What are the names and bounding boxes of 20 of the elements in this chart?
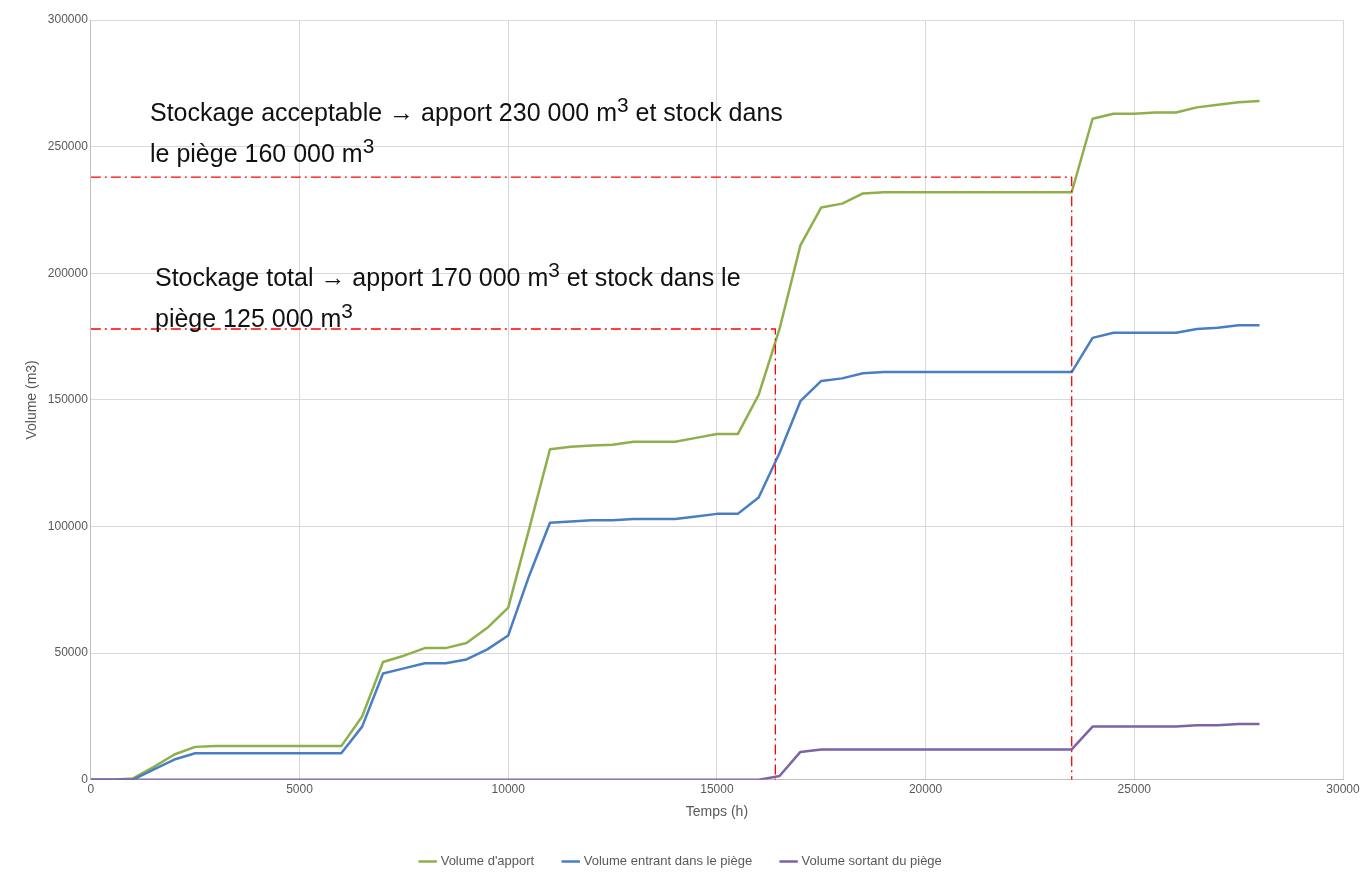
y-tick-label: 250000: [47, 138, 89, 153]
x-tick-label: 15000: [700, 782, 734, 797]
y-axis-title: Volume (m3): [23, 360, 40, 440]
y-tick-label: 300000: [47, 12, 89, 27]
x-tick-label: 5000: [286, 782, 314, 797]
text: Stockage acceptable → apport 230 000 m$^{3}$ et stock dans le piège 160 000 m$^{3}$: [150, 93, 783, 168]
y-tick-label: 150000: [47, 392, 89, 407]
x-tick-label: 30000: [1326, 782, 1361, 797]
x-tick-label: 25000: [1117, 782, 1152, 797]
legend-label: Volume entrant dans le piège: [583, 853, 753, 869]
legend-label: Volume sortant du piège: [801, 853, 942, 869]
y-tick-label: 100000: [47, 518, 89, 533]
legend-label: Volume d'apport: [440, 853, 535, 869]
y-tick-label: 200000: [47, 265, 89, 280]
y-tick-label: 50000: [54, 645, 89, 660]
x-axis-title: Temps (h): [685, 803, 749, 820]
x-tick-label: 10000: [491, 782, 526, 797]
y-tick-label: 0: [81, 772, 89, 787]
x-tick-label: 20000: [908, 782, 943, 797]
text: Stockage total → apport 170 000 m$^{3}$ et stock dans le piège 125 000 m$^{3}$: [155, 258, 741, 333]
